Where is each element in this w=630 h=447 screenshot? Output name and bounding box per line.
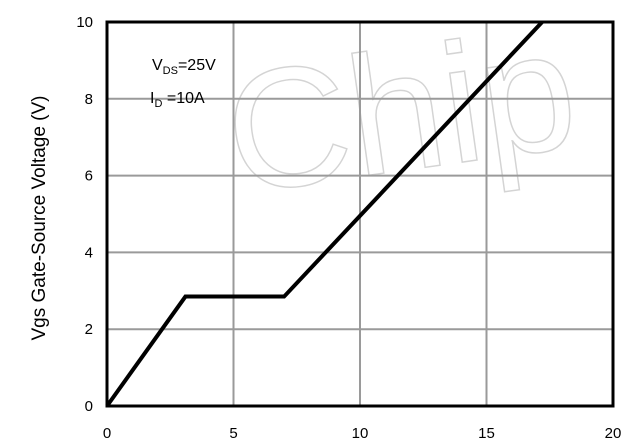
x-tick-labels: 0 5 10 15 20 bbox=[103, 425, 622, 442]
x-tick-label-1: 5 bbox=[229, 425, 237, 442]
annotation-vds: VDS=25V bbox=[152, 57, 216, 77]
annotation-id-sub: D bbox=[154, 98, 162, 110]
x-tick-label-2: 10 bbox=[352, 425, 369, 442]
plot-frame bbox=[105, 20, 615, 408]
annotation-vds-main: V bbox=[152, 57, 163, 74]
y-tick-label-3: 6 bbox=[85, 168, 93, 185]
y-axis-title: Vgs Gate-Source Voltage (V) bbox=[29, 95, 50, 340]
y-tick-labels: 0 2 4 6 8 10 bbox=[76, 14, 93, 415]
annotation-id-main: I bbox=[150, 90, 154, 107]
annotation-id-rest: =10A bbox=[162, 90, 205, 107]
x-tick-label-3: 15 bbox=[478, 425, 495, 442]
annotation-id: ID =10A bbox=[150, 90, 205, 110]
y-tick-label-2: 4 bbox=[85, 244, 93, 261]
series-line bbox=[105, 20, 544, 408]
y-tick-label-5: 10 bbox=[76, 14, 93, 31]
x-tick-label-0: 0 bbox=[103, 425, 111, 442]
annotation-vds-rest: =25V bbox=[178, 57, 216, 74]
y-tick-label-0: 0 bbox=[85, 398, 93, 415]
annotation-vds-sub: DS bbox=[163, 65, 178, 77]
y-tick-label-4: 8 bbox=[85, 91, 93, 108]
y-tick-label-1: 2 bbox=[85, 321, 93, 338]
x-tick-label-4: 20 bbox=[605, 425, 622, 442]
